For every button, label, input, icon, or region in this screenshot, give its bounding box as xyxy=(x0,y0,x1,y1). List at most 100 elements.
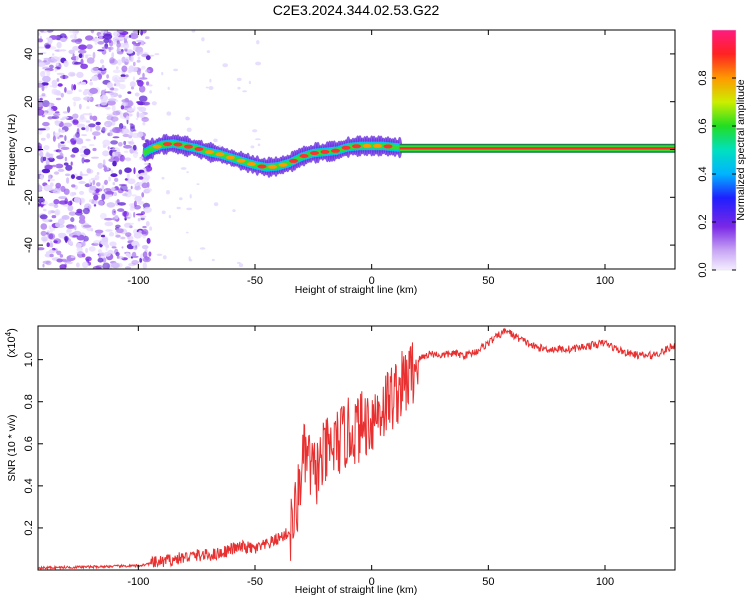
y-tick-label: 20 xyxy=(23,96,35,108)
band-peak xyxy=(362,143,372,148)
noise-speck xyxy=(94,39,98,45)
band-peak xyxy=(278,162,288,167)
band-peak xyxy=(152,144,162,149)
noise-speck xyxy=(97,49,105,52)
noise-speck xyxy=(99,59,105,64)
noise-speck xyxy=(128,34,132,38)
y-tick-label: 0.4 xyxy=(23,478,35,493)
noise-speck xyxy=(82,113,91,116)
noise-speck xyxy=(118,169,123,175)
noise-speck xyxy=(133,245,138,251)
noise-speck xyxy=(79,147,84,154)
noise-speck xyxy=(49,46,57,50)
noise-speck xyxy=(101,64,105,70)
noise-speck xyxy=(115,234,121,238)
noise-speck xyxy=(145,221,150,227)
band-peak xyxy=(215,152,225,157)
noise-speck xyxy=(116,66,119,70)
noise-speck xyxy=(89,87,98,94)
noise-speck xyxy=(126,173,130,180)
noise-speck xyxy=(102,139,111,146)
figure-title: C2E3.2024.344.02.53.G22 xyxy=(273,2,440,18)
noise-speck xyxy=(83,148,91,156)
noise-speck xyxy=(132,144,137,151)
noise-speck xyxy=(132,30,142,34)
noise-speck xyxy=(51,88,58,95)
noise-speck xyxy=(118,123,124,129)
band-peak xyxy=(236,158,246,163)
noise-speck xyxy=(112,136,120,139)
noise-speck xyxy=(58,232,66,237)
noise-speck xyxy=(142,262,147,269)
noise-speck xyxy=(136,101,143,104)
noise-speck xyxy=(118,83,126,90)
noise-speck xyxy=(124,150,129,153)
noise-speck xyxy=(199,247,206,250)
noise-speck xyxy=(112,126,121,134)
noise-speck xyxy=(51,215,57,219)
noise-speck xyxy=(49,242,54,248)
noise-speck xyxy=(76,208,83,214)
noise-speck xyxy=(128,135,133,139)
noise-speck xyxy=(45,30,54,33)
noise-speck xyxy=(97,104,100,108)
noise-speck xyxy=(112,182,116,186)
noise-speck xyxy=(186,127,192,132)
noise-speck xyxy=(56,41,62,49)
noise-speck xyxy=(133,211,136,218)
noise-speck xyxy=(72,113,79,119)
noise-speck xyxy=(70,217,75,223)
snr-ylabel: SNR (10 * v/v) xyxy=(6,414,18,481)
noise-speck xyxy=(101,193,106,201)
noise-speck xyxy=(161,71,164,76)
noise-speck xyxy=(97,41,105,45)
noise-speck xyxy=(66,177,70,184)
noise-speck xyxy=(109,57,115,64)
noise-speck xyxy=(65,173,71,177)
noise-speck xyxy=(140,112,145,118)
noise-speck xyxy=(42,219,51,223)
noise-speck xyxy=(60,37,67,42)
noise-speck xyxy=(145,55,151,61)
noise-speck xyxy=(236,77,242,82)
noise-speck xyxy=(85,138,91,142)
noise-speck xyxy=(71,83,74,91)
noise-speck xyxy=(127,235,134,241)
noise-speck xyxy=(106,202,116,208)
noise-speck xyxy=(131,132,141,138)
band-peak xyxy=(163,142,172,147)
noise-speck xyxy=(113,191,117,197)
noise-speck xyxy=(38,128,47,131)
x-tick-label: -100 xyxy=(127,275,149,287)
noise-speck xyxy=(67,200,73,206)
noise-speck xyxy=(133,232,142,239)
noise-speck xyxy=(96,182,101,187)
noise-speck xyxy=(41,168,51,174)
noise-speck xyxy=(62,74,66,80)
snr-multiplier-exp: 4 xyxy=(4,331,13,336)
noise-speck xyxy=(91,75,99,81)
noise-speck xyxy=(101,46,110,50)
noise-speck xyxy=(124,167,132,173)
noise-speck xyxy=(72,46,80,51)
colorbar-tick-label: 0.0 xyxy=(697,262,709,277)
noise-speck xyxy=(73,230,82,237)
noise-speck xyxy=(123,42,130,50)
noise-speck xyxy=(122,133,130,138)
noise-speck xyxy=(78,116,87,123)
noise-speck xyxy=(47,157,53,161)
noise-speck xyxy=(236,261,241,264)
noise-speck xyxy=(69,191,75,197)
noise-speck xyxy=(120,105,125,110)
noise-speck xyxy=(146,81,150,86)
noise-speck xyxy=(108,176,111,182)
noise-speck xyxy=(143,162,149,166)
noise-speck xyxy=(40,174,44,180)
noise-speck xyxy=(38,109,45,116)
noise-speck xyxy=(39,214,48,220)
noise-speck xyxy=(252,129,258,133)
noise-speck xyxy=(86,168,92,174)
noise-speck xyxy=(138,176,144,180)
noise-speck xyxy=(60,141,65,144)
